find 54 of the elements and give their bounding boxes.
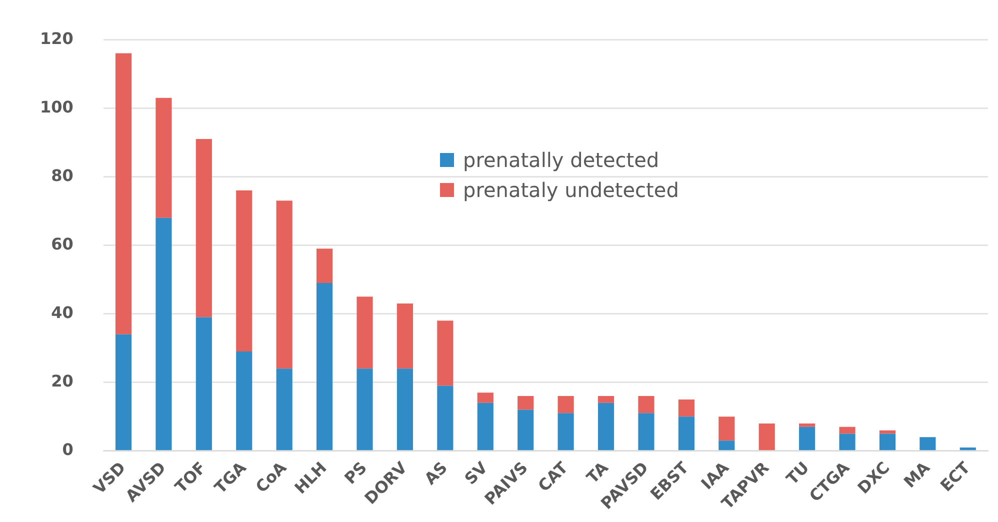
bar [638,396,654,414]
bar [316,248,333,283]
bar [196,138,212,318]
x-tick-label: SV [460,458,492,488]
bar [799,426,816,450]
y-tick-label: 0 [62,440,74,460]
bar [276,368,292,450]
bar [236,351,252,450]
bar [276,200,292,369]
y-tick-label: 120 [40,28,74,48]
bar [396,368,414,450]
bar [477,392,494,403]
bar [839,426,856,434]
bar [437,320,454,386]
x-tick-label: AS [420,458,451,488]
bar [156,98,172,218]
y-tick-label: 60 [51,234,74,254]
bar [839,434,856,450]
bar [518,410,534,450]
bar [920,437,936,450]
y-tick-label: 20 [51,371,74,390]
bar [316,282,333,450]
bar [518,396,534,410]
bar [758,423,775,450]
bar [638,413,654,450]
bar [558,413,574,450]
x-tick-label: PS [340,458,371,488]
bar [558,396,574,414]
bar [879,434,896,450]
bar [598,402,614,450]
bar [156,218,172,450]
x-tick-label: MA [900,458,934,492]
bar [356,296,373,369]
bar [718,440,735,450]
bar [437,386,454,450]
x-tick-label: TU [782,458,813,488]
bar [115,334,132,450]
bar [598,396,614,403]
y-tick-label: 100 [40,97,74,116]
bar [678,399,694,417]
bar [799,423,816,427]
bar [396,304,414,369]
bar [356,368,373,450]
bar [196,317,212,450]
legend-label: prenataly undetected [463,177,679,204]
y-tick-label: 80 [51,166,74,185]
bar [678,416,694,450]
legend-label: prenatally detected [463,147,660,174]
bar [477,402,494,450]
bar [718,416,735,441]
bar [236,190,252,352]
bar [115,53,132,334]
y-tick-label: 40 [51,302,74,322]
bar [960,447,976,450]
